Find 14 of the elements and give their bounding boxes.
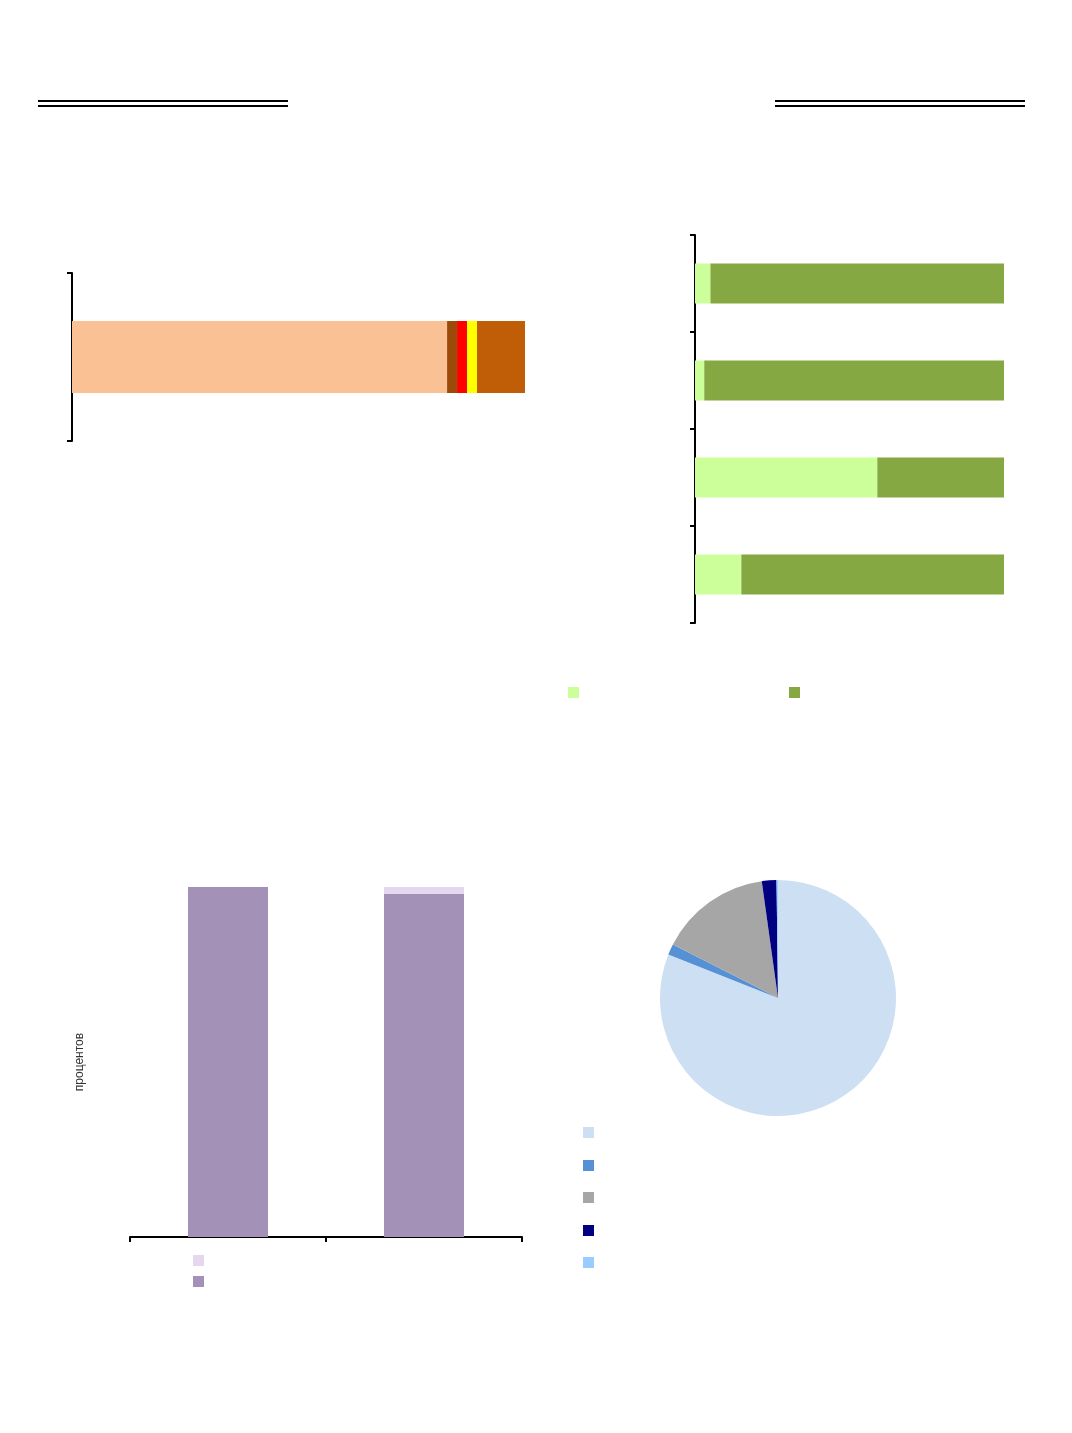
- bar: [877, 457, 1004, 498]
- bar: [447, 321, 458, 393]
- bar: [704, 360, 1004, 401]
- bar: [467, 321, 477, 393]
- bar: [710, 263, 1004, 304]
- bar: [72, 321, 448, 393]
- bar: [741, 554, 1004, 595]
- bar: [476, 321, 525, 393]
- bar: [457, 321, 468, 393]
- y-axis-title: процентов: [72, 1032, 86, 1092]
- bar: [695, 554, 742, 595]
- bar: [695, 360, 705, 401]
- bar: [695, 457, 878, 498]
- bar: [695, 263, 711, 304]
